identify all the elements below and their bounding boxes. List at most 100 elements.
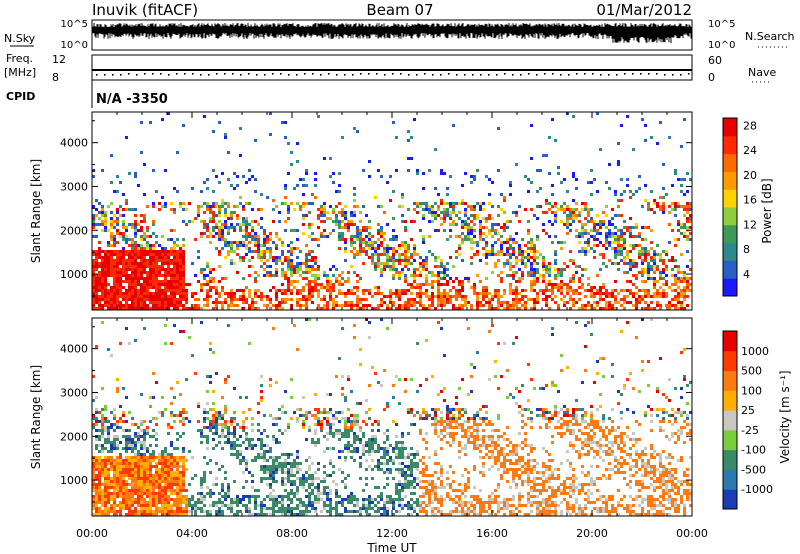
power-cell [563,262,566,265]
power-cell [215,232,218,235]
power-cell [209,280,212,283]
power-cell [683,280,686,283]
power-cell [686,172,689,175]
power-cell [509,304,512,307]
power-cell [443,292,446,295]
power-cell [251,298,254,301]
nave-dot [184,73,186,75]
velocity-cell [119,456,122,459]
power-cell [377,289,380,292]
power-cell [296,247,299,250]
power-cell [152,232,155,235]
velocity-cell [146,474,149,477]
velocity-cell [128,510,131,513]
power-cell [530,250,533,253]
power-cell [458,202,461,205]
power-cell [98,277,101,280]
velocity-cell [164,450,167,453]
velocity-cell [131,456,134,459]
power-cell [665,295,668,298]
power-cell [623,244,626,247]
power-cell [92,217,95,220]
power-cell [389,265,392,268]
power-cell [599,268,602,271]
power-cell [395,169,398,172]
velocity-cell [104,462,107,465]
power-cell [674,295,677,298]
power-cell [680,307,683,310]
date-title: 01/Mar/2012 [596,1,692,19]
power-cell [533,271,536,274]
velocity-cell [284,471,287,474]
power-cell [545,301,548,304]
power-cell [668,304,671,307]
velocity-cell [131,486,134,489]
velocity-cell [110,444,113,447]
nave-dot [328,73,330,75]
nave-dot [448,73,450,75]
power-cell [122,250,125,253]
velocity-cell [140,498,143,501]
power-colorbar-tick: 28 [743,119,757,132]
power-cell [431,301,434,304]
power-cell [500,271,503,274]
power-cell [602,220,605,223]
velocity-cell [170,489,173,492]
power-cell [593,250,596,253]
power-cell [647,268,650,271]
power-cell [173,277,176,280]
velocity-cell [311,507,314,510]
power-cell [611,307,614,310]
power-cell [575,187,578,190]
power-cell [563,178,566,181]
power-cell [170,283,173,286]
velocity-cell [209,492,212,495]
power-cell [575,217,578,220]
power-cell [353,286,356,289]
power-cell [128,289,131,292]
power-cell [413,220,416,223]
power-cell [392,277,395,280]
power-cell [128,307,131,310]
power-cell [389,247,392,250]
velocity-cell [209,408,212,411]
power-cell [428,304,431,307]
power-cell [659,271,662,274]
power-cell [302,289,305,292]
velocity-cell [131,447,134,450]
velocity-cell [116,447,119,450]
velocity-cell [131,444,134,447]
power-cell [335,268,338,271]
power-cell [431,274,434,277]
power-cell [566,232,569,235]
power-cell [401,307,404,310]
velocity-cell [194,372,197,375]
velocity-cell [182,423,185,426]
power-cell [401,289,404,292]
power-cell [509,220,512,223]
power-cell [638,301,641,304]
nsky-tick-top: 10^5 [61,19,88,30]
power-cell [266,235,269,238]
velocity-cell [161,471,164,474]
velocity-cell [107,435,110,438]
power-cell [236,271,239,274]
power-cell [266,298,269,301]
power-cell [290,241,293,244]
power-cell [341,238,344,241]
nsearch-tick-bottom: 10^0 [708,40,735,51]
velocity-cell [266,450,269,453]
power-cell [317,265,320,268]
velocity-cell [149,420,152,423]
power-cell [341,220,344,223]
power-cell [674,280,677,283]
nave-dot [632,73,634,75]
power-cell [467,280,470,283]
power-cell [470,238,473,241]
power-cell [140,247,143,250]
power-cell [662,187,665,190]
velocity-cell [173,504,176,507]
velocity-cell [110,465,113,468]
power-cell [512,247,515,250]
power-cell [185,289,188,292]
